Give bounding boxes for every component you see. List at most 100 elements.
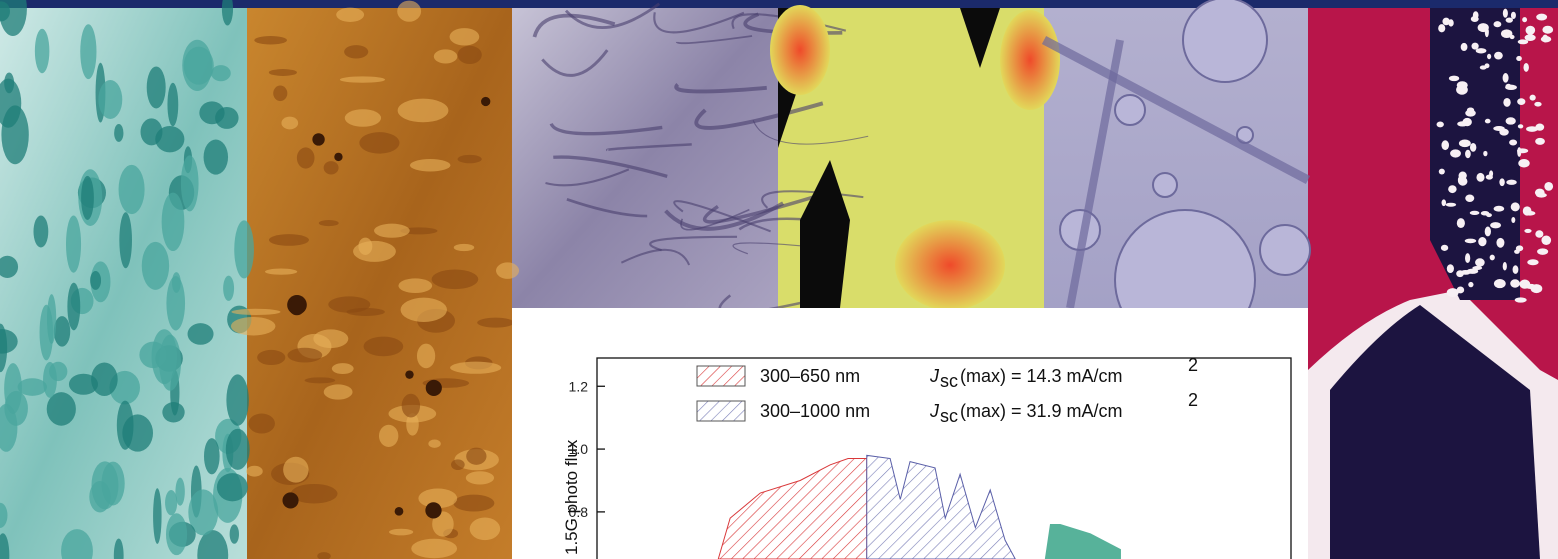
teal-blob: [90, 271, 101, 290]
orange-blob: [410, 159, 450, 171]
white-dot: [1442, 199, 1447, 206]
orange-blob: [401, 298, 447, 322]
hot-spot: [895, 220, 1005, 310]
orange-blob: [246, 466, 262, 477]
white-dot: [1535, 138, 1545, 145]
white-dot: [1523, 63, 1528, 72]
white-dot: [1535, 124, 1544, 131]
orange-blob: [288, 348, 323, 363]
white-dot: [1544, 182, 1553, 191]
white-dot: [1519, 279, 1530, 288]
jsc-symbol: J: [929, 401, 940, 421]
teal-blob: [114, 124, 123, 142]
orange-blob: [434, 49, 458, 63]
white-dot: [1499, 129, 1508, 136]
white-dot: [1465, 239, 1477, 244]
white-dot: [1476, 48, 1487, 53]
hot-spot: [1000, 10, 1060, 110]
orange-blob: [324, 384, 353, 399]
white-dot: [1457, 218, 1465, 228]
white-dot: [1536, 14, 1547, 21]
orange-blob: [451, 459, 465, 470]
orange-blob: [364, 337, 404, 357]
white-dot: [1486, 174, 1493, 179]
white-dot: [1523, 206, 1532, 215]
white-dot: [1503, 9, 1508, 18]
cover: 1.21.00.8300–650 nmJsc(max) = 14.3 mA/cm…: [0, 0, 1558, 559]
teal-blob: [230, 524, 239, 543]
white-dot: [1541, 235, 1551, 245]
white-dot: [1478, 237, 1486, 246]
orange-blob: [281, 117, 298, 130]
jsc-superscript: 2: [1188, 355, 1198, 375]
teal-blob: [188, 323, 214, 345]
orange-blob: [324, 161, 339, 174]
orange-blob: [450, 362, 501, 374]
y-axis-label: 1.5G photo flux: [562, 439, 581, 555]
white-dot: [1449, 76, 1459, 82]
orange-blob: [428, 440, 440, 448]
white-dot: [1510, 35, 1515, 39]
white-dot: [1475, 258, 1485, 266]
white-dot: [1459, 140, 1471, 148]
white-dot: [1537, 248, 1548, 255]
teal-blob: [139, 342, 167, 369]
teal-blob: [141, 118, 163, 145]
white-dot: [1503, 73, 1509, 83]
white-dot: [1494, 206, 1505, 212]
teal-blob: [162, 402, 184, 422]
legend-label: 300–1000 nm: [760, 401, 870, 421]
white-dot: [1442, 18, 1449, 26]
jsc-text: (max) = 31.9 mA/cm: [960, 401, 1123, 421]
teal-blob: [199, 101, 224, 124]
white-dot: [1541, 36, 1551, 42]
white-dot: [1513, 265, 1519, 274]
orange-blob: [248, 414, 275, 434]
orange-blob: [398, 278, 432, 293]
white-dot: [1542, 26, 1553, 34]
orange-blob: [470, 517, 500, 540]
orange-blob: [332, 363, 354, 374]
white-dot: [1465, 194, 1474, 202]
purple-panel: [512, 8, 778, 308]
white-dot: [1531, 284, 1543, 293]
white-dot: [1487, 54, 1491, 59]
droplet: [1260, 225, 1310, 275]
dark-region: [1430, 8, 1520, 300]
orange-blob: [458, 155, 482, 163]
orange-blob: [346, 308, 384, 316]
orange-blob: [496, 262, 519, 278]
white-dot: [1506, 180, 1516, 185]
white-dot: [1485, 119, 1491, 124]
droplet: [1153, 173, 1177, 197]
white-dot: [1485, 27, 1489, 37]
orange-blob: [402, 394, 420, 418]
orange-blob: [398, 99, 449, 123]
white-dot: [1441, 140, 1449, 150]
white-dot: [1470, 211, 1480, 215]
teal-blob: [40, 305, 54, 361]
teal-blob: [147, 66, 166, 108]
orange-blob: [450, 28, 480, 45]
white-dot: [1506, 18, 1513, 23]
white-dot: [1515, 297, 1527, 302]
white-dot: [1471, 43, 1478, 50]
legend-swatch: [697, 366, 745, 386]
jsc-subscript: sc: [940, 371, 958, 391]
orange-blob: [345, 109, 381, 127]
white-dot: [1503, 98, 1510, 107]
orange-blob: [269, 234, 309, 246]
white-dot: [1527, 259, 1538, 265]
top-band: [0, 0, 1558, 8]
teal-blob: [33, 215, 48, 247]
white-dot: [1511, 217, 1515, 223]
jsc-subscript: sc: [940, 406, 958, 426]
teal-blob: [43, 362, 57, 398]
white-dot: [1465, 150, 1471, 158]
white-dot: [1438, 24, 1445, 32]
teal-blob: [166, 513, 187, 555]
white-dot: [1518, 124, 1523, 128]
white-dot: [1450, 149, 1461, 157]
orange-blob: [313, 329, 348, 348]
white-dot: [1493, 21, 1501, 27]
